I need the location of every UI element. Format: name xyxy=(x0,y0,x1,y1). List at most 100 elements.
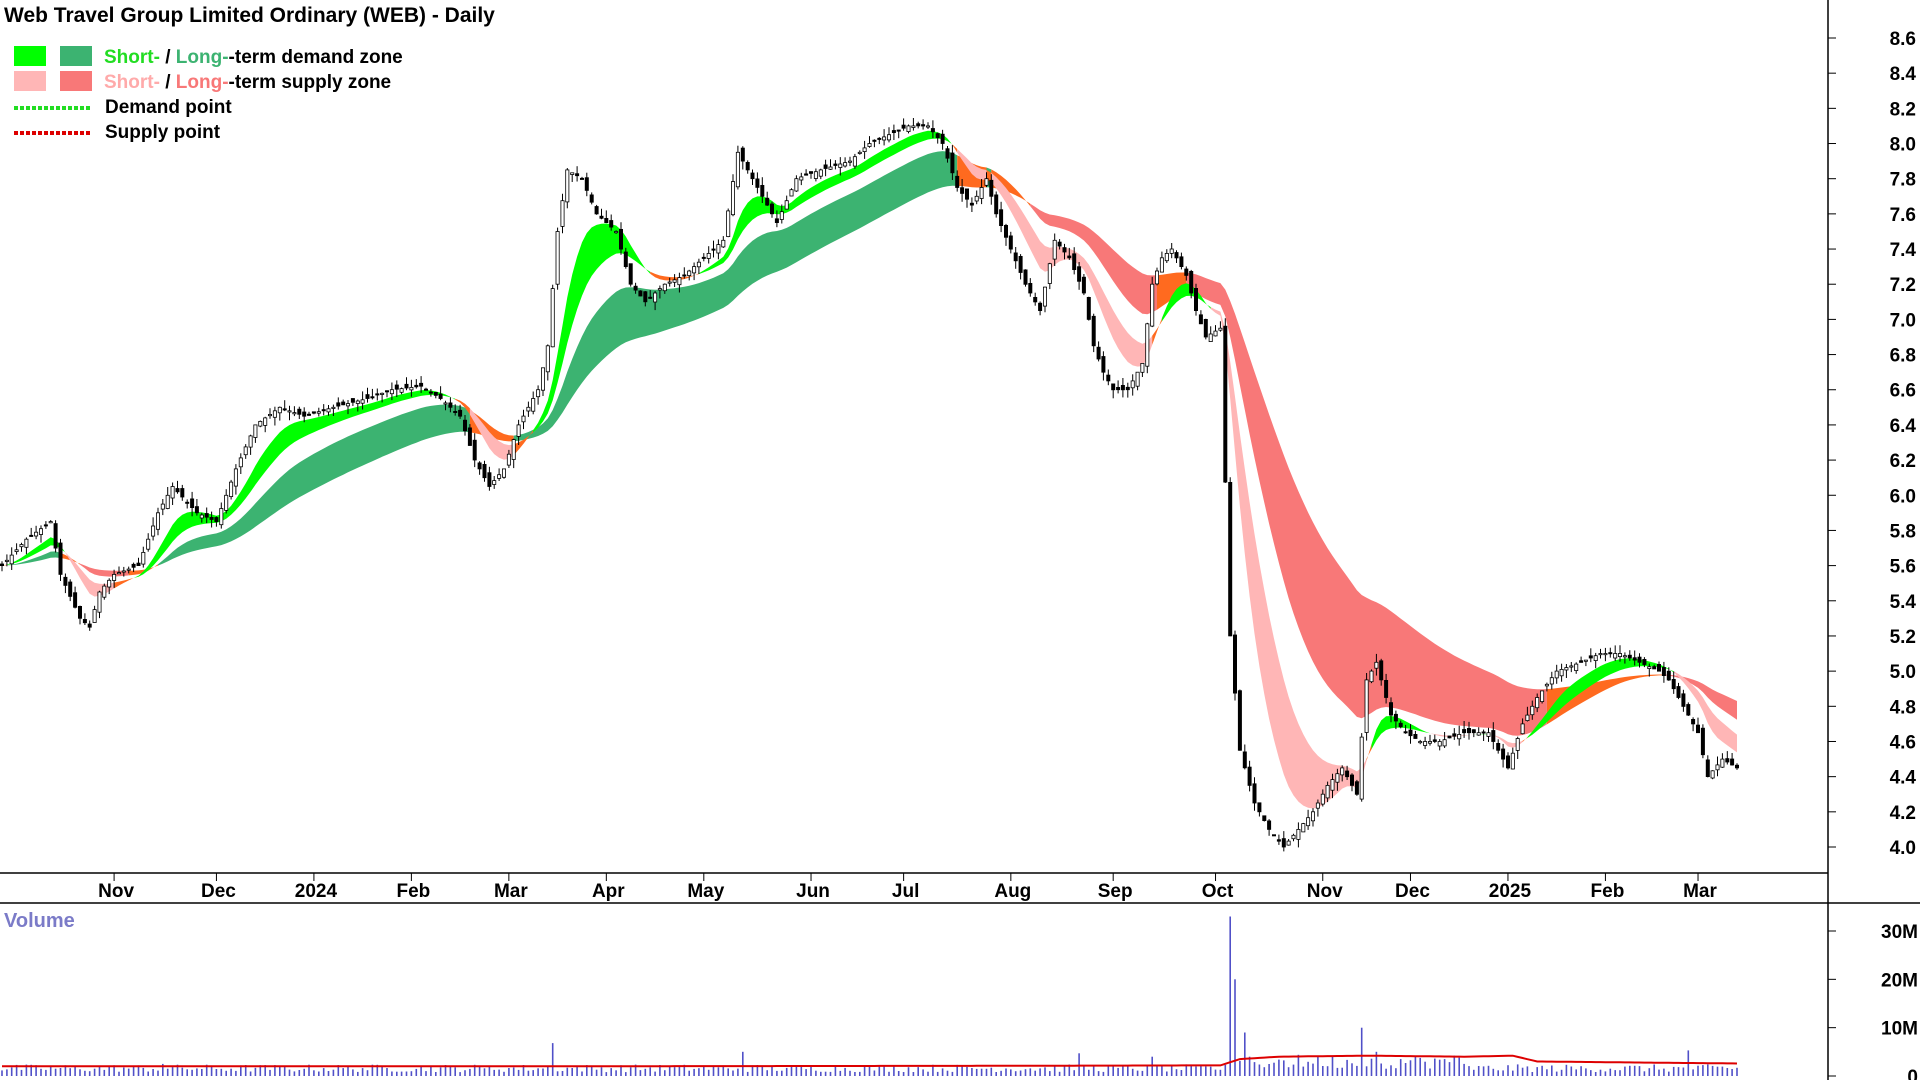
candle-up xyxy=(331,406,336,409)
candle-down xyxy=(648,296,653,299)
month-label: Jun xyxy=(796,881,830,902)
candle-up xyxy=(1442,739,1447,747)
candle-down xyxy=(394,384,399,390)
candle-up xyxy=(112,574,117,581)
candle-up xyxy=(292,412,297,415)
short-term-zone xyxy=(957,149,987,180)
candle-down xyxy=(180,488,185,498)
candle-up xyxy=(1325,785,1330,799)
legend-label: Demand point xyxy=(105,97,232,118)
candle-down xyxy=(1038,302,1043,312)
candle-up xyxy=(258,420,263,427)
legend-label-part: Long- xyxy=(176,47,229,68)
candle-up xyxy=(843,162,848,167)
candle-up xyxy=(277,406,282,414)
candle-up xyxy=(1622,655,1627,658)
candle-up xyxy=(1530,705,1535,716)
candle-up xyxy=(1364,679,1369,733)
candle-down xyxy=(428,391,433,394)
candle-up xyxy=(34,531,39,537)
candle-up xyxy=(721,239,726,248)
month-label: Sep xyxy=(1098,881,1133,902)
candle-down xyxy=(1691,719,1696,725)
candle-up xyxy=(1150,283,1155,327)
candle-up xyxy=(1549,677,1554,685)
candle-up xyxy=(1564,667,1569,671)
candle-up xyxy=(219,508,224,526)
candle-up xyxy=(1301,823,1306,833)
candle-down xyxy=(584,177,589,191)
candle-down xyxy=(414,384,419,388)
candle-down xyxy=(1028,282,1033,294)
candle-up xyxy=(1593,655,1598,662)
candle-down xyxy=(628,263,633,285)
candle-up xyxy=(726,210,731,237)
price-tick-label: 4.4 xyxy=(1890,768,1917,789)
candle-up xyxy=(1052,239,1057,260)
candle-down xyxy=(1276,839,1281,842)
candle-up xyxy=(1159,257,1164,273)
short-term-zone xyxy=(455,398,470,415)
candle-up xyxy=(155,512,160,530)
candle-up xyxy=(545,345,550,373)
candle-up xyxy=(1296,829,1301,840)
long-term-zone xyxy=(158,404,470,566)
candle-down xyxy=(1106,374,1111,382)
candle-up xyxy=(570,172,575,175)
candle-up xyxy=(662,283,667,292)
candle-up xyxy=(146,538,151,550)
candle-down xyxy=(755,178,760,188)
candle-down xyxy=(1237,690,1242,751)
candle-down xyxy=(1057,241,1062,247)
price-tick-label: 7.4 xyxy=(1890,240,1917,261)
month-label: 2024 xyxy=(295,881,338,902)
candle-down xyxy=(419,382,424,387)
candle-down xyxy=(302,411,307,417)
candle-up xyxy=(511,439,516,460)
candle-down xyxy=(423,388,428,391)
candle-down xyxy=(1506,755,1511,769)
candle-up xyxy=(813,171,818,179)
candle-down xyxy=(1608,652,1613,655)
candle-up xyxy=(677,277,682,286)
candle-down xyxy=(1228,481,1233,637)
candle-down xyxy=(1676,686,1681,698)
candle-up xyxy=(1535,697,1540,709)
month-label: Nov xyxy=(1307,881,1343,902)
candle-up xyxy=(862,147,867,152)
candle-down xyxy=(940,133,945,144)
candle-down xyxy=(999,209,1004,226)
candle-down xyxy=(1247,766,1252,786)
volume-tick-label: 10M xyxy=(1881,1019,1918,1040)
candle-up xyxy=(151,525,156,537)
month-label: Aug xyxy=(994,881,1031,902)
candle-up xyxy=(1423,741,1428,746)
candle-down xyxy=(185,501,190,504)
candle-down xyxy=(1179,256,1184,267)
candle-down xyxy=(633,285,638,291)
candle-down xyxy=(609,220,614,228)
long-term-zone xyxy=(6,551,61,566)
candle-down xyxy=(804,173,809,176)
candle-up xyxy=(614,231,619,234)
candle-up xyxy=(102,585,107,598)
candle-up xyxy=(906,125,911,133)
candle-up xyxy=(409,386,414,391)
month-label: Jul xyxy=(892,881,919,902)
candle-down xyxy=(1013,252,1018,262)
candle-up xyxy=(560,200,565,227)
volume-average-line xyxy=(2,1054,1738,1068)
candle-down xyxy=(1062,247,1067,253)
candle-down xyxy=(969,202,974,206)
candle-up xyxy=(224,494,229,511)
candle-down xyxy=(1730,758,1735,766)
candle-up xyxy=(19,544,24,548)
candle-down xyxy=(994,194,999,215)
candle-up xyxy=(92,609,97,623)
long-term-zone xyxy=(513,151,958,442)
candle-down xyxy=(1686,704,1691,716)
candle-down xyxy=(336,402,341,407)
candle-up xyxy=(531,398,536,412)
candle-up xyxy=(1315,802,1320,809)
zone-bands xyxy=(2,130,1737,809)
